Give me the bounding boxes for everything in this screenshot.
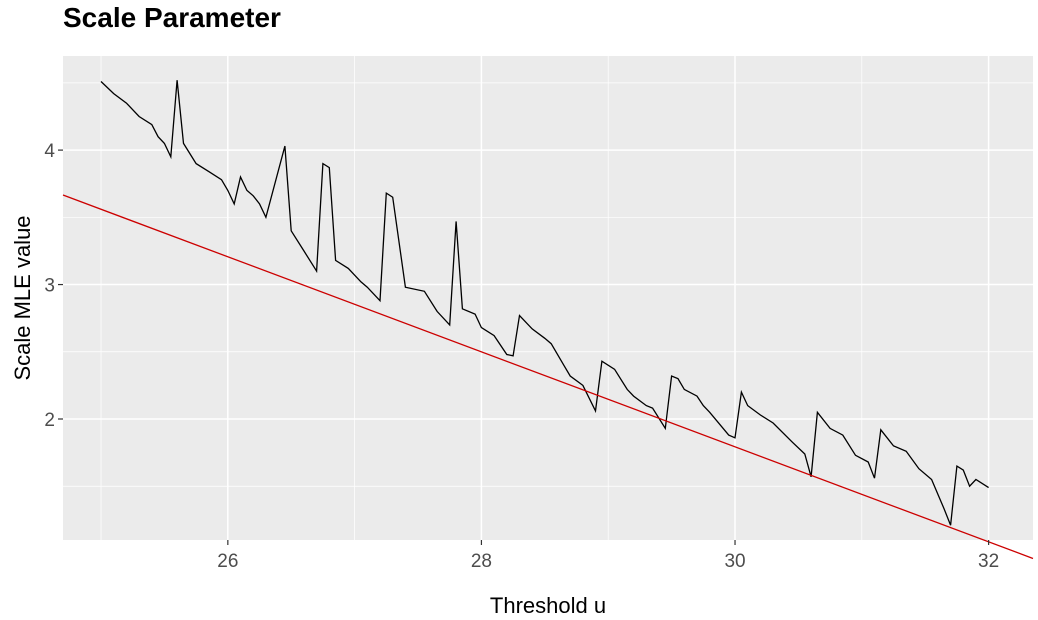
y-tick-label: 4 (44, 141, 55, 162)
plot-panel (63, 56, 1033, 540)
y-tick-label: 3 (44, 276, 55, 297)
chart-title: Scale Parameter (63, 2, 281, 33)
scale-mle-line (100, 80, 989, 526)
y-axis-title: Scale MLE value (10, 215, 35, 380)
x-tick-label: 32 (978, 551, 999, 572)
x-tick-label: 30 (724, 551, 745, 572)
y-tick-label: 2 (44, 410, 55, 431)
major-gridlines (63, 56, 1033, 540)
x-tick-label: 28 (471, 551, 492, 572)
minor-gridlines (63, 56, 1033, 540)
reference-fit-line (62, 194, 1034, 560)
x-axis-title: Threshold u (490, 593, 606, 618)
x-tick-label: 26 (217, 551, 238, 572)
y-axis-ticks: 2 3 4 (44, 141, 63, 431)
x-axis-ticks: 26 28 30 32 (217, 540, 999, 572)
